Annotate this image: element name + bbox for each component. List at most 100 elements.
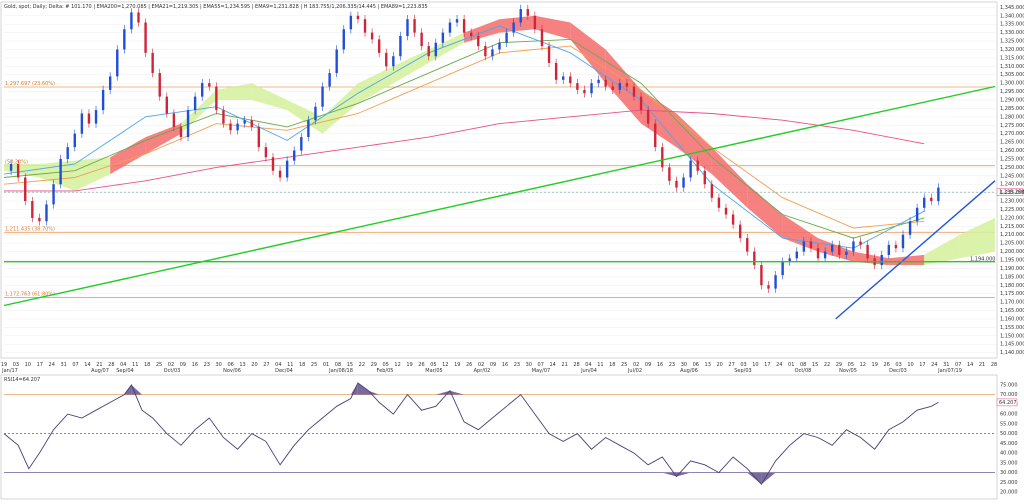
- candle-body: [243, 120, 246, 124]
- candle-body: [512, 22, 515, 33]
- candle-body: [59, 158, 62, 185]
- candle-body: [24, 177, 27, 202]
- rsi-title: RSI14=64.207: [4, 377, 40, 383]
- date-tick-label: 23: [514, 362, 520, 368]
- candle-body: [293, 150, 296, 161]
- candle-body: [668, 167, 671, 181]
- time-axis: 19 03 10 17 24 31 07 14 21 28 04 11 18 25 02 09 16 23 30 06…: [1, 362, 997, 374]
- cloud-segment: [74, 157, 111, 191]
- candle-body: [385, 52, 388, 67]
- date-tick-label: 16: [192, 362, 198, 368]
- cloud-segment: [641, 89, 677, 148]
- candle-body: [222, 110, 225, 124]
- cloud-segment: [499, 15, 535, 33]
- price-tick-label: 1,280.000: [1000, 114, 1024, 120]
- rsi-overbought-fill: [449, 390, 465, 395]
- candle-body: [342, 29, 345, 50]
- candle-body: [434, 42, 437, 57]
- price-tick-label: 1,295.000: [1000, 89, 1024, 95]
- price-tick-label: 1,285.000: [1000, 106, 1024, 112]
- date-tick-label: 09: [490, 362, 496, 368]
- ema-200-line: [4, 109, 925, 192]
- date-tick-label: 29: [371, 362, 377, 368]
- rsi-oversold-fill: [676, 472, 691, 477]
- date-tick-label: 14: [84, 362, 90, 368]
- candle-body: [328, 73, 331, 87]
- date-tick-label: 19: [454, 362, 460, 368]
- candle-body: [838, 244, 841, 255]
- month-tick-label: Sep/04: [116, 368, 133, 374]
- trend-lines: 1,194.000: [3, 85, 996, 320]
- candle-body: [915, 207, 919, 222]
- date-tick-label: 24: [49, 362, 55, 368]
- candle-body: [823, 251, 827, 259]
- candle-body: [392, 56, 395, 67]
- date-tick-label: 05: [430, 362, 436, 368]
- candle-body: [852, 241, 855, 252]
- candle-body: [923, 197, 926, 208]
- rsi-value-label: 64.207: [999, 400, 1017, 406]
- date-tick-label: 10: [25, 362, 31, 368]
- candle-body: [576, 83, 579, 90]
- candle-body: [554, 62, 558, 80]
- price-tick-label: 1,235.000: [1000, 190, 1024, 196]
- date-tick-label: 26: [883, 362, 889, 368]
- date-tick-label: 21: [96, 362, 102, 368]
- month-tick-label: Jul/02: [627, 368, 642, 374]
- candle-body: [632, 86, 636, 97]
- cloud-segment: [888, 254, 925, 266]
- candle-body: [413, 19, 416, 33]
- date-tick-label: 11: [597, 362, 603, 368]
- date-tick-label: 22: [359, 362, 365, 368]
- candle-body: [87, 113, 91, 124]
- price-tick-label: 1,270.000: [1000, 131, 1024, 137]
- candle-body: [731, 214, 735, 225]
- price-tick-label: 1,210.000: [1000, 232, 1024, 238]
- date-tick-label: 16: [657, 362, 663, 368]
- month-tick-label: Oct/03: [164, 368, 181, 374]
- date-tick-label: 18: [144, 362, 150, 368]
- candle-body: [590, 83, 593, 94]
- candle-body: [767, 285, 770, 289]
- price-tick-label: 1,165.000: [1000, 308, 1024, 314]
- price-grid: [4, 7, 995, 353]
- cloud-segment: [251, 83, 288, 111]
- candle-body: [427, 46, 430, 57]
- fib-level-label: 1,297.697 (23.60%): [5, 81, 55, 87]
- candle-body: [9, 164, 13, 171]
- date-tick-label: 01: [323, 362, 329, 368]
- cloud-segment: [357, 66, 394, 104]
- candle-body: [604, 79, 607, 87]
- candle-body: [597, 79, 600, 84]
- month-tick-label: Nov/05: [839, 368, 857, 374]
- date-tick-label: 27: [263, 362, 269, 368]
- candle-body: [356, 15, 360, 20]
- rsi-content: 75.00070.00065.00060.00055.00050.00045.0…: [3, 382, 1018, 496]
- date-tick-label: 19: [872, 362, 878, 368]
- candle-body: [569, 76, 572, 84]
- candle-body: [229, 123, 232, 131]
- cloud-segment: [216, 83, 252, 100]
- candle-body: [703, 170, 706, 185]
- price-tick-label: 1,225.000: [1000, 207, 1024, 213]
- candle-body: [271, 157, 275, 171]
- ema-55-line: [3, 45, 925, 229]
- cloud-segment: [570, 22, 606, 84]
- candle-body: [760, 265, 763, 286]
- price-tick-label: 1,215.000: [1000, 224, 1024, 230]
- candle-body: [80, 113, 84, 134]
- price-tick-label: 1,340.000: [1000, 13, 1024, 19]
- candle-body: [830, 244, 834, 252]
- candle-body: [208, 83, 211, 87]
- price-tick-label: 1,150.000: [1000, 333, 1024, 339]
- date-tick-label: 01: [788, 362, 794, 368]
- price-panel: 1,297.697 (23.60%) (50.20%) 1,211.435 (38.…: [0, 1, 1024, 359]
- cloud-segment: [959, 217, 995, 259]
- date-tick-label: 15: [347, 362, 353, 368]
- rsi-line: [3, 382, 939, 486]
- price-tick-label: 1,305.000: [1000, 72, 1024, 78]
- date-tick-label: 26: [466, 362, 472, 368]
- candle-body: [236, 123, 239, 131]
- candle-body: [717, 197, 721, 208]
